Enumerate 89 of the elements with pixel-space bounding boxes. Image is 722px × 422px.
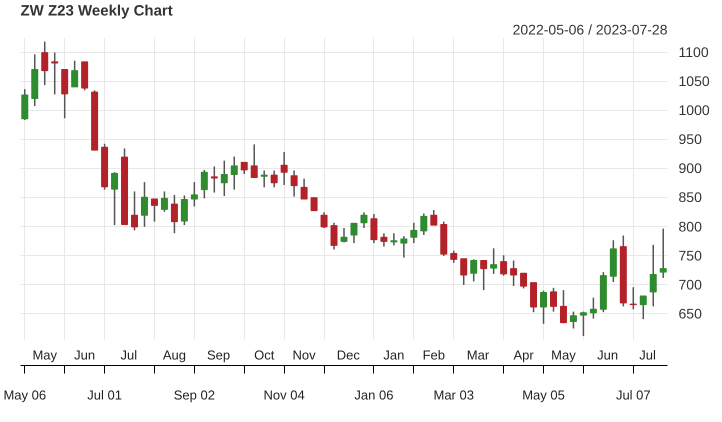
candlestick [180,194,188,226]
y-tick-label: 1050 [678,73,710,90]
candlestick [590,296,597,320]
candlestick [230,156,238,190]
candlestick [280,151,288,186]
y-tick-label: 1100 [678,44,709,60]
candlestick [500,254,508,276]
candlestick [51,52,58,96]
y-tick-label: 900 [678,160,702,176]
x2-tick-label: May [32,348,58,362]
candlestick [570,310,577,330]
candlestick [200,169,208,200]
x2-tick-label: Dec [336,348,360,362]
candlestick [220,160,228,197]
candlestick [390,232,398,246]
candlestick [300,178,308,200]
candlestick [430,209,438,226]
candlestick [540,290,548,325]
candlestick [160,190,168,212]
y-tick-label: 850 [678,189,702,206]
candlestick [210,166,218,194]
candlestick [460,258,468,286]
chart-title: ZW Z23 Weekly Chart [20,2,173,20]
candlestick [71,60,78,88]
y-tick-label: 650 [678,305,702,322]
candlestick [290,170,298,198]
candlestick [170,194,178,234]
candlestick [190,181,198,208]
candlestick [550,287,557,312]
candlestick [41,40,48,86]
y-tick-label: 950 [678,131,702,148]
x2-tick-label: Nov [292,348,316,362]
x2-tick-label: Jul [639,348,656,362]
x2-tick-label: Jun [74,348,96,362]
x-tick-label: May 06 [3,388,46,402]
x2-tick-label: Aug [162,348,186,362]
x-tick-label: Jan 06 [354,388,394,402]
candlestick [260,170,268,188]
candlestick [370,213,378,244]
candlestick [470,258,478,282]
candlestick [640,295,647,320]
candlestick [131,190,138,232]
candlestick [580,310,587,337]
candlestick [660,228,667,279]
candlestick [140,181,148,228]
x2-tick-label: Mar [466,348,490,362]
candlestick [240,162,248,175]
candlestick [520,272,528,290]
x2-tick-label: Feb [422,348,445,362]
candlestick [360,212,368,229]
candlestick [420,212,428,236]
candlestick [450,250,458,264]
x-tick-label: Nov 04 [264,388,305,402]
y-tick-label: 1000 [678,102,710,118]
candlestick [340,227,348,244]
candlestick [560,289,567,324]
x-tick-label: May 05 [522,388,565,402]
x2-tick-label: Jul [120,348,138,362]
chart-subtitle: 2022-05-06 / 2023-07-28 [512,22,668,38]
candlestick [330,222,338,250]
candlestick [480,260,488,291]
x2-tick-label: May [551,348,576,362]
candlestick [630,286,637,310]
candlestick [320,212,328,229]
x-tick-label: Mar 03 [434,388,474,402]
x2-tick-label: Apr [513,348,534,362]
candlestick [510,260,518,287]
x-tick-label: Sep 02 [174,388,215,402]
x-tick-label: Jul 07 [616,388,651,402]
candlestick [350,222,358,244]
x-tick-label: Jul 01 [87,388,122,402]
candlestick [150,198,158,222]
candlestick [270,170,278,188]
candlestick [380,232,388,248]
x2-tick-label: Jun [597,348,618,362]
candlestick [490,248,498,275]
y-tick-label: 800 [678,218,702,234]
candlestick [21,88,28,121]
y-tick-label: 700 [678,276,702,292]
candlestick [400,235,408,258]
candlestick [410,222,418,244]
candlestick [650,244,657,308]
x2-tick-label: Sep [207,348,230,362]
x2-tick-label: Oct [254,348,275,362]
candlestick [111,171,118,226]
y-tick-label: 750 [678,247,702,264]
candlestick [310,196,318,212]
candlestick [250,144,258,178]
x2-tick-label: Jan [383,348,404,362]
